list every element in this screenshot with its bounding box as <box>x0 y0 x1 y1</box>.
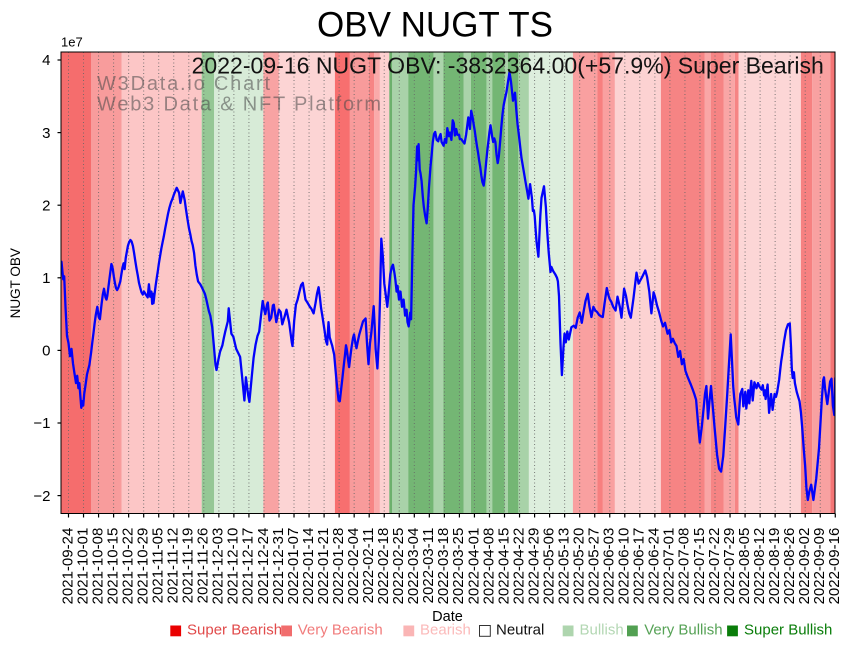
svg-text:2: 2 <box>42 197 50 214</box>
svg-text:2021-09-24: 2021-09-24 <box>59 528 76 605</box>
svg-text:2022-02-11: 2022-02-11 <box>360 528 377 604</box>
svg-text:2022-04-01: 2022-04-01 <box>465 528 482 605</box>
svg-text:2022-09-02: 2022-09-02 <box>796 528 813 605</box>
svg-text:2022-04-22: 2022-04-22 <box>510 528 527 605</box>
svg-text:2022-09-09: 2022-09-09 <box>811 528 828 605</box>
svg-text:2022-05-13: 2022-05-13 <box>555 528 572 605</box>
svg-text:2021-11-19: 2021-11-19 <box>180 528 197 604</box>
svg-text:2022-06-24: 2022-06-24 <box>646 528 663 605</box>
svg-text:2022-01-21: 2022-01-21 <box>315 528 332 605</box>
svg-text:2022-05-20: 2022-05-20 <box>570 528 587 605</box>
svg-text:2022-01-14: 2022-01-14 <box>300 528 317 605</box>
svg-text:OBV NUGT TS: OBV NUGT TS <box>317 6 553 45</box>
svg-text:Web3 Data & NFT Platform: Web3 Data & NFT Platform <box>97 93 383 115</box>
svg-text:−2: −2 <box>33 488 50 505</box>
svg-text:0: 0 <box>42 343 50 360</box>
svg-text:2022-02-25: 2022-02-25 <box>390 528 407 605</box>
svg-text:Very Bullish: Very Bullish <box>644 621 722 638</box>
svg-text:2022-06-17: 2022-06-17 <box>631 528 648 605</box>
svg-text:Bearish: Bearish <box>420 621 471 638</box>
svg-text:4: 4 <box>42 52 50 69</box>
svg-text:2022-04-08: 2022-04-08 <box>480 528 497 605</box>
svg-text:2021-12-24: 2021-12-24 <box>255 528 272 605</box>
svg-text:Super Bullish: Super Bullish <box>744 621 832 638</box>
svg-text:−1: −1 <box>33 415 50 432</box>
svg-text:2022-03-11: 2022-03-11 <box>420 528 437 604</box>
svg-text:2021-11-26: 2021-11-26 <box>195 528 212 604</box>
svg-text:Date: Date <box>432 609 463 625</box>
svg-text:1: 1 <box>42 270 50 287</box>
svg-text:2022-07-22: 2022-07-22 <box>706 528 723 605</box>
svg-text:2022-01-07: 2022-01-07 <box>285 528 302 605</box>
svg-text:Bullish: Bullish <box>580 621 624 638</box>
svg-text:Very Bearish: Very Bearish <box>298 621 383 638</box>
svg-text:2022-04-29: 2022-04-29 <box>525 528 542 605</box>
svg-text:2022-03-25: 2022-03-25 <box>450 528 467 605</box>
svg-text:2022-08-05: 2022-08-05 <box>736 528 753 605</box>
svg-text:Neutral: Neutral <box>496 621 544 638</box>
svg-text:2022-07-08: 2022-07-08 <box>676 528 693 605</box>
svg-text:2022-07-15: 2022-07-15 <box>691 528 708 605</box>
svg-text:2022-02-18: 2022-02-18 <box>375 528 392 605</box>
svg-text:2022-04-15: 2022-04-15 <box>495 528 512 605</box>
svg-text:2022-07-01: 2022-07-01 <box>661 528 678 605</box>
svg-text:2022-09-16 NUGT OBV: -3832364.: 2022-09-16 NUGT OBV: -3832364.00(+57.9%)… <box>192 53 824 79</box>
svg-text:2021-10-29: 2021-10-29 <box>134 528 151 605</box>
svg-text:2021-10-01: 2021-10-01 <box>74 528 91 605</box>
svg-text:NUGT OBV: NUGT OBV <box>8 248 23 318</box>
svg-text:2022-03-04: 2022-03-04 <box>405 528 422 605</box>
svg-text:2022-09-16: 2022-09-16 <box>826 528 843 605</box>
svg-text:2021-10-22: 2021-10-22 <box>119 528 136 605</box>
svg-text:2022-08-26: 2022-08-26 <box>781 528 798 605</box>
svg-text:Super Bearish: Super Bearish <box>187 621 282 638</box>
svg-text:3: 3 <box>42 125 50 142</box>
svg-text:2022-03-18: 2022-03-18 <box>435 528 452 605</box>
svg-text:2022-06-10: 2022-06-10 <box>616 528 633 605</box>
svg-text:2022-07-29: 2022-07-29 <box>721 528 738 605</box>
svg-text:1e7: 1e7 <box>61 35 83 50</box>
svg-text:2021-10-08: 2021-10-08 <box>89 528 106 605</box>
svg-text:2021-10-15: 2021-10-15 <box>104 528 121 605</box>
svg-text:2021-11-12: 2021-11-12 <box>165 528 182 604</box>
svg-text:2022-08-19: 2022-08-19 <box>766 528 783 605</box>
svg-text:2022-05-06: 2022-05-06 <box>540 528 557 605</box>
svg-text:2022-01-28: 2022-01-28 <box>330 528 347 605</box>
svg-text:2022-06-03: 2022-06-03 <box>601 528 618 605</box>
svg-text:W3Data.io Chart: W3Data.io Chart <box>97 73 272 95</box>
svg-text:2021-12-10: 2021-12-10 <box>225 528 242 605</box>
svg-text:2022-02-04: 2022-02-04 <box>345 528 362 605</box>
svg-text:2021-12-17: 2021-12-17 <box>240 528 257 605</box>
svg-text:2022-08-12: 2022-08-12 <box>751 528 768 605</box>
svg-text:2021-12-03: 2021-12-03 <box>210 528 227 605</box>
svg-text:2022-05-27: 2022-05-27 <box>586 528 603 605</box>
svg-text:2021-12-31: 2021-12-31 <box>270 528 287 605</box>
svg-text:2021-11-05: 2021-11-05 <box>150 528 167 604</box>
